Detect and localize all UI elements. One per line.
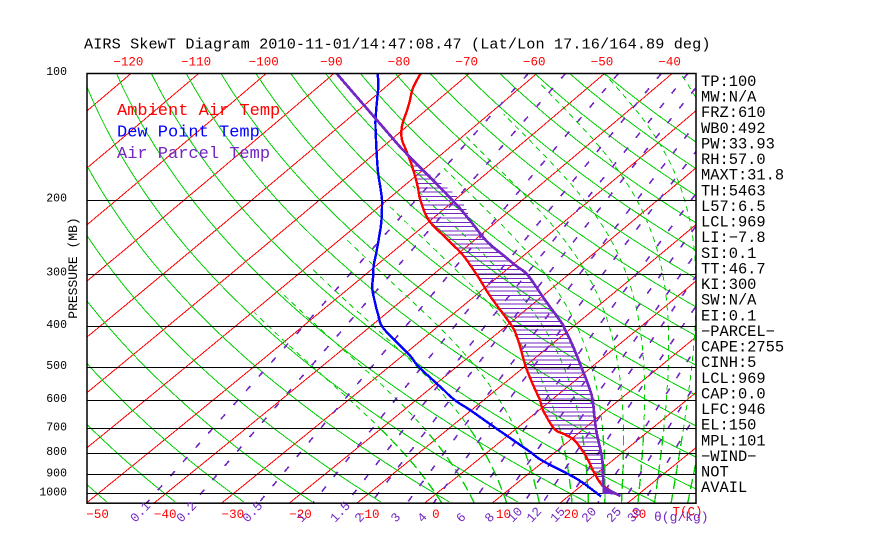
svg-text:LFC:946: LFC:946 bbox=[701, 401, 766, 419]
svg-text:θ(g/kg): θ(g/kg) bbox=[654, 510, 709, 525]
svg-text:LCL:969: LCL:969 bbox=[701, 370, 766, 388]
svg-text:Dew Point Temp: Dew Point Temp bbox=[117, 124, 260, 143]
svg-text:TP:100: TP:100 bbox=[701, 73, 756, 91]
svg-text:MAXT:31.8: MAXT:31.8 bbox=[701, 167, 784, 185]
svg-text:L57:6.5: L57:6.5 bbox=[701, 198, 766, 216]
svg-text:CAPE:2755: CAPE:2755 bbox=[701, 339, 784, 357]
svg-text:20: 20 bbox=[564, 508, 579, 522]
svg-text:−120: −120 bbox=[113, 56, 143, 70]
svg-text:KI:300: KI:300 bbox=[701, 276, 756, 294]
svg-text:MW:N/A: MW:N/A bbox=[701, 89, 757, 107]
svg-text:SW:N/A: SW:N/A bbox=[701, 292, 757, 310]
svg-text:NOT: NOT bbox=[701, 464, 729, 482]
svg-text:−100: −100 bbox=[249, 56, 279, 70]
svg-text:−30: −30 bbox=[222, 508, 245, 522]
svg-text:LI:−7.8: LI:−7.8 bbox=[701, 229, 766, 247]
svg-text:200: 200 bbox=[46, 193, 67, 206]
svg-text:300: 300 bbox=[46, 267, 67, 280]
svg-text:PW:33.93: PW:33.93 bbox=[701, 136, 775, 154]
svg-text:−40: −40 bbox=[658, 56, 681, 70]
svg-text:RH:57.0: RH:57.0 bbox=[701, 151, 766, 169]
svg-text:EI:0.1: EI:0.1 bbox=[701, 307, 756, 325]
svg-text:30: 30 bbox=[631, 508, 646, 522]
svg-text:800: 800 bbox=[46, 446, 67, 459]
svg-text:EL:150: EL:150 bbox=[701, 417, 756, 435]
svg-text:Ambient Air Temp: Ambient Air Temp bbox=[117, 102, 280, 121]
svg-text:1000: 1000 bbox=[39, 487, 67, 500]
svg-text:0: 0 bbox=[432, 508, 440, 522]
svg-text:−20: −20 bbox=[289, 508, 312, 522]
svg-text:T(C): T(C) bbox=[672, 506, 702, 520]
svg-text:500: 500 bbox=[46, 360, 67, 373]
svg-text:100: 100 bbox=[46, 66, 67, 79]
svg-text:CAP:0.0: CAP:0.0 bbox=[701, 385, 766, 403]
svg-text:−PARCEL−: −PARCEL− bbox=[701, 323, 775, 341]
svg-text:−10: −10 bbox=[357, 508, 380, 522]
svg-text:600: 600 bbox=[46, 393, 67, 406]
svg-text:400: 400 bbox=[46, 319, 67, 332]
svg-text:10: 10 bbox=[496, 508, 511, 522]
svg-text:−70: −70 bbox=[455, 56, 478, 70]
svg-text:Air Parcel Temp: Air Parcel Temp bbox=[117, 145, 270, 164]
svg-text:−110: −110 bbox=[181, 56, 211, 70]
svg-text:MPL:101: MPL:101 bbox=[701, 432, 766, 450]
svg-text:−50: −50 bbox=[591, 56, 614, 70]
svg-text:LCL:969: LCL:969 bbox=[701, 214, 766, 232]
svg-text:−50: −50 bbox=[86, 508, 109, 522]
svg-text:CINH:5: CINH:5 bbox=[701, 354, 756, 372]
svg-text:−WIND−: −WIND− bbox=[701, 448, 756, 466]
svg-text:TH:5463: TH:5463 bbox=[701, 182, 766, 200]
svg-text:−90: −90 bbox=[320, 56, 343, 70]
svg-text:−40: −40 bbox=[154, 508, 177, 522]
svg-text:AVAIL: AVAIL bbox=[701, 479, 747, 497]
svg-text:WB0:492: WB0:492 bbox=[701, 120, 766, 138]
svg-text:AIRS SkewT Diagram 2010-11-01/: AIRS SkewT Diagram 2010-11-01/14:47:08.4… bbox=[84, 36, 711, 54]
svg-text:PRESSURE (MB): PRESSURE (MB) bbox=[66, 217, 81, 318]
svg-text:SI:0.1: SI:0.1 bbox=[701, 245, 756, 263]
svg-text:FRZ:610: FRZ:610 bbox=[701, 104, 766, 122]
svg-text:−80: −80 bbox=[388, 56, 411, 70]
svg-text:900: 900 bbox=[46, 467, 67, 480]
svg-text:−60: −60 bbox=[523, 56, 546, 70]
svg-text:TT:46.7: TT:46.7 bbox=[701, 260, 766, 278]
svg-text:700: 700 bbox=[46, 421, 67, 434]
